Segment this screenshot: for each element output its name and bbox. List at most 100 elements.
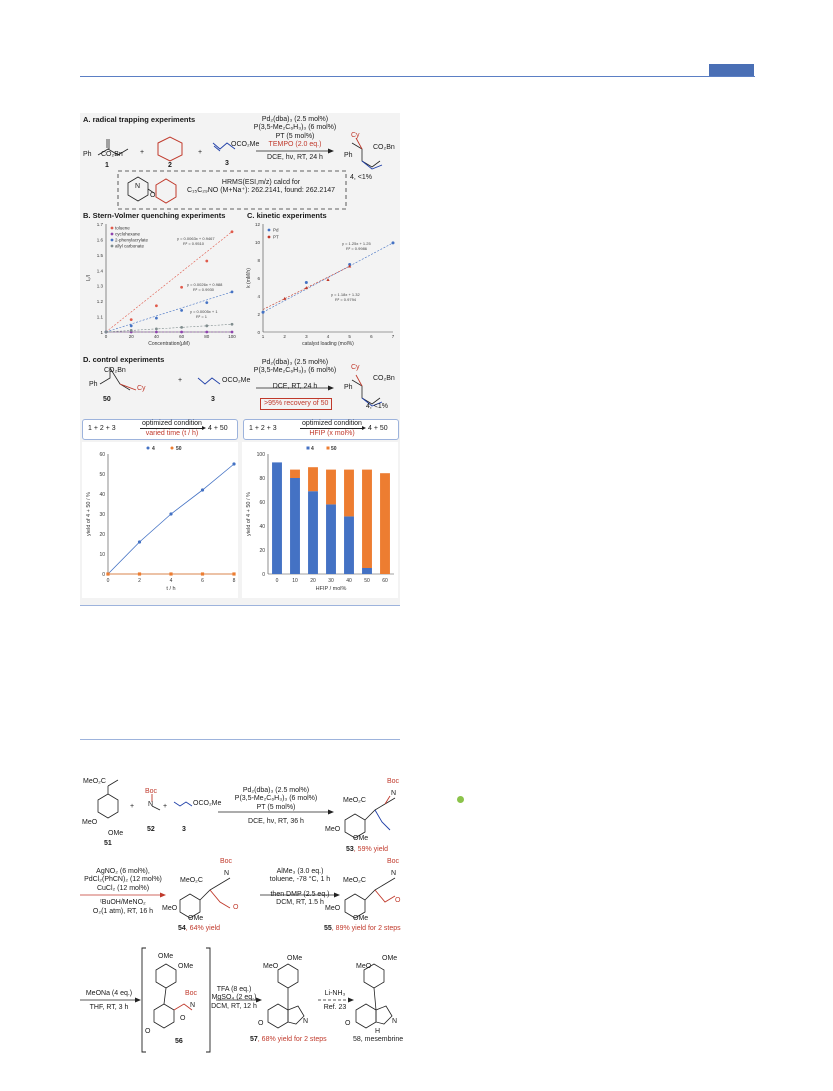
x-axis-label: catalyst loading (mol%) [302, 341, 354, 347]
bar [362, 568, 372, 574]
s54-meo: MeO [162, 905, 178, 912]
x-tick-label: 100 [228, 334, 236, 339]
bar [308, 467, 318, 492]
cmp50-ph: Ph [89, 381, 98, 388]
y-tick-label: 6 [257, 276, 260, 281]
x-tick-label: 6 [201, 578, 204, 584]
y-tick-label: 60 [259, 500, 265, 506]
cmp3-d-sub: OCO₂Me [222, 377, 251, 384]
y-tick-label: 1.7 [97, 222, 104, 227]
cmp50-label: 50 [103, 396, 111, 403]
bicycle-57 [267, 1003, 289, 1029]
bar [362, 469, 372, 568]
legend-marker [110, 226, 114, 230]
x-tick-label: 4 [327, 334, 330, 339]
x-tick-label: 50 [364, 578, 370, 584]
y-tick-label: 50 [99, 472, 105, 478]
data-point [348, 264, 352, 268]
cmp1-sub: CO₂Bn [101, 151, 123, 158]
s53-label: 53, 59% yield [346, 846, 389, 853]
cyclohexyl-ring [155, 178, 177, 204]
s51-meo2c: MeO₂C [83, 778, 106, 785]
recovery-box: >95% recovery of 50 [260, 398, 333, 411]
s53-boc: Boc [387, 778, 400, 785]
x-tick-label: 60 [382, 578, 388, 584]
s52-n: N [148, 801, 154, 808]
prod4-d-ph: Ph [344, 384, 353, 391]
condition-box-hfip [243, 419, 399, 440]
y-tick-label: 80 [259, 476, 265, 482]
data-point [326, 278, 330, 281]
s58-o: O [345, 1020, 351, 1027]
s53-n: N [391, 790, 397, 797]
figure-bottom-rule [80, 605, 400, 606]
prod4-label: 4, <1% [350, 174, 372, 181]
s52-label: 52 [147, 826, 155, 833]
conditions-step1: Pd₂(dba)₃ (2.5 mol%) P(3,5-Me₂C₆H₃)₃ (6 … [234, 787, 318, 826]
s54-n: N [224, 870, 230, 877]
x-tick-label: 4 [170, 578, 173, 584]
fit-equation: y = 1.25x + 1.25 [342, 241, 371, 246]
data-point [200, 572, 205, 576]
x-tick-label: 30 [328, 578, 334, 584]
cmp50-bonds [99, 366, 131, 391]
bracket-right [206, 947, 211, 1053]
fit-r2: R² = 0.9986 [346, 246, 368, 251]
y-tick-label: 40 [99, 492, 105, 498]
bar [272, 462, 282, 574]
x-axis-label: HFIP / mol% [316, 586, 347, 592]
x-tick-label: 2 [283, 334, 286, 339]
s-plus-2: + [163, 803, 168, 810]
data-point [205, 324, 209, 328]
data-point [304, 286, 308, 290]
data-point [304, 281, 308, 284]
chart-background [82, 442, 238, 598]
trend-line [262, 266, 350, 310]
allyl-bonds [212, 142, 236, 150]
s54-meo2c: MeO₂C [180, 877, 203, 884]
s56-o1: O [180, 1015, 186, 1022]
bar [326, 504, 336, 574]
data-point [155, 316, 158, 320]
s53-ome: OMe [353, 835, 369, 842]
legend-label: Pd [273, 228, 279, 233]
prod4-d-cy: Cy [351, 364, 360, 371]
data-point [232, 572, 236, 576]
tempo-n: N [135, 183, 141, 190]
fit-equation: y = 1.18x + 1.32 [331, 292, 360, 297]
data-point [155, 330, 158, 334]
trend-line [105, 291, 233, 333]
data-point [232, 462, 236, 466]
data-point [106, 572, 110, 576]
x-tick-label: 7 [392, 334, 395, 339]
box2-arrow [300, 428, 362, 429]
y-tick-label: 60 [99, 452, 105, 458]
y-tick-label: 2 [257, 312, 260, 317]
y-axis-label: k (mM/h) [246, 268, 252, 288]
cmp50-sub: CO₂Bn [104, 367, 126, 374]
data-point [169, 572, 173, 576]
box1-top: optimized condition [142, 420, 202, 427]
s57-label: 57, 68% yield for 2 steps [250, 1036, 327, 1043]
s57-n: N [303, 1018, 309, 1025]
s52-boc: Boc [145, 788, 158, 795]
fit-equation: y = 0.0063x + 0.9467 [177, 236, 215, 241]
s56-ome2: OMe [178, 963, 194, 970]
data-point [261, 310, 265, 314]
y-axis-label: I₀/I [86, 275, 92, 281]
y-tick-label: 0 [102, 572, 105, 578]
s54-label: 54, 64% yield [178, 925, 221, 932]
y-tick-label: 0 [257, 330, 260, 335]
synthesis-scheme [80, 779, 396, 1053]
s56-label: 56 [175, 1038, 183, 1045]
y-tick-label: 1.5 [97, 253, 104, 258]
data-point [129, 329, 133, 332]
legend-label: cyclohexane [115, 232, 141, 237]
bar [344, 516, 354, 574]
x-tick-label: 40 [346, 578, 352, 584]
y-tick-label: 1 [100, 330, 103, 335]
prod4-d-sub: CO₂Bn [373, 375, 395, 382]
prod4-d-label: 4, <1% [366, 403, 388, 410]
panel-d-title: D. control experiments [83, 355, 165, 364]
legend-marker [146, 446, 150, 450]
